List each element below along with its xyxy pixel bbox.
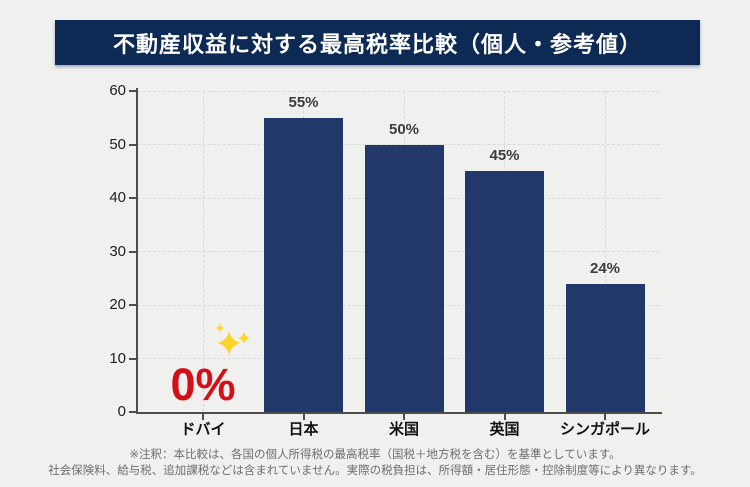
bar-value-label: 45% [489, 147, 520, 165]
y-tick-mark [129, 90, 136, 92]
bar-value-label: 24% [589, 259, 621, 277]
zero-rate-highlight-label: 0% [170, 359, 236, 410]
y-tick-mark [129, 357, 136, 360]
x-axis-label: ドバイ [180, 421, 226, 438]
x-tick-mark [202, 414, 204, 420]
bar-英国 [465, 171, 544, 412]
y-tick-mark [129, 250, 136, 253]
y-axis-label: 0 [117, 403, 126, 420]
footnote: ※注釈：本比較は、各国の個人所得税の最高税率（国税＋地方税を含む）を基準としてい… [0, 448, 750, 479]
footnote-line-1: ※注釈：本比較は、各国の個人所得税の最高税率（国税＋地方税を含む）を基準としてい… [129, 449, 621, 461]
y-tick-mark [129, 411, 136, 413]
x-axis-label: 英国 [489, 421, 520, 438]
x-axis-label: 日本 [288, 421, 319, 438]
y-axis-label: 20 [109, 296, 126, 313]
bar-日本 [264, 117, 343, 412]
y-tick-mark [129, 143, 136, 146]
x-axis-label: 米国 [388, 421, 419, 438]
y-axis-label: 50 [109, 135, 126, 153]
y-axis-label: 30 [109, 242, 126, 260]
y-axis-label: 40 [109, 189, 126, 206]
sparkles-icon [215, 323, 250, 355]
y-axis-label: 60 [109, 82, 126, 99]
x-tick-mark [302, 414, 305, 420]
page-title: 不動産収益に対する最高税率比較（個人・参考値） [55, 20, 700, 65]
x-axis-line [136, 412, 662, 414]
x-tick-mark [503, 414, 506, 420]
gridline-horizontal [138, 90, 660, 92]
bar-value-label: 50% [388, 120, 420, 138]
y-tick-mark [129, 197, 136, 199]
y-axis-line [136, 88, 138, 414]
gridline-vertical [604, 91, 606, 412]
x-tick-mark [403, 414, 405, 420]
x-axis-label: シンガポール [559, 421, 650, 438]
y-axis-label: 10 [109, 349, 126, 367]
gridline-vertical [202, 91, 204, 412]
bar-米国 [364, 144, 444, 412]
footnote-line-2: 社会保険料、給与税、追加課税などは含まれていません。実際の税負担は、所得額・居住… [48, 464, 702, 477]
x-tick-mark [604, 414, 606, 420]
y-tick-mark [129, 304, 136, 306]
bar-value-label: 55% [288, 93, 319, 111]
bar-シンガポール [565, 283, 645, 412]
